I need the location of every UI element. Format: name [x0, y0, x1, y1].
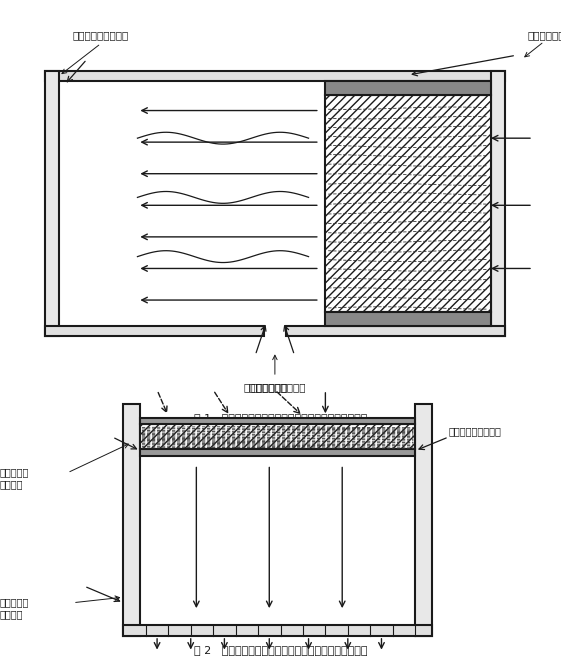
Bar — [45, 71, 59, 336]
Bar — [45, 71, 505, 81]
Text: 图 2   气溶胶泄漏和诱入到垂直层流洁净工作台的示意图: 图 2 气溶胶泄漏和诱入到垂直层流洁净工作台的示意图 — [194, 645, 367, 655]
Bar — [140, 424, 415, 449]
Text: 从外部诱入
的气溶胶: 从外部诱入 的气溶胶 — [0, 468, 29, 489]
Text: 图 1   气溶胶泄漏和诱入到水平层流洁净工作台的示意图: 图 1 气溶胶泄漏和诱入到水平层流洁净工作台的示意图 — [194, 413, 367, 424]
Text: 从缝隙中诱入的气溶胶: 从缝隙中诱入的气溶胶 — [243, 382, 306, 392]
Bar — [140, 449, 415, 456]
Text: 从外部诱入
的气溶胶: 从外部诱入 的气溶胶 — [0, 597, 29, 619]
Bar — [415, 404, 432, 636]
Text: 泄漏的气溶胶: 泄漏的气溶胶 — [527, 30, 561, 41]
Text: 从外部诱入的气溶胶: 从外部诱入的气溶胶 — [73, 30, 129, 41]
Bar — [491, 71, 505, 336]
Bar — [325, 95, 491, 312]
Bar — [140, 418, 415, 424]
Bar — [325, 312, 491, 326]
Text: 泄漏的气溶胶: 泄漏的气溶胶 — [251, 382, 288, 392]
Bar — [123, 404, 140, 636]
Bar — [325, 81, 491, 95]
Bar — [123, 625, 432, 636]
Text: 从缝隙诱入的气溶胶: 从缝隙诱入的气溶胶 — [449, 426, 502, 436]
Bar — [286, 326, 505, 336]
Bar — [45, 326, 264, 336]
Text: www.jinghuapeng.com: www.jinghuapeng.com — [225, 441, 336, 451]
